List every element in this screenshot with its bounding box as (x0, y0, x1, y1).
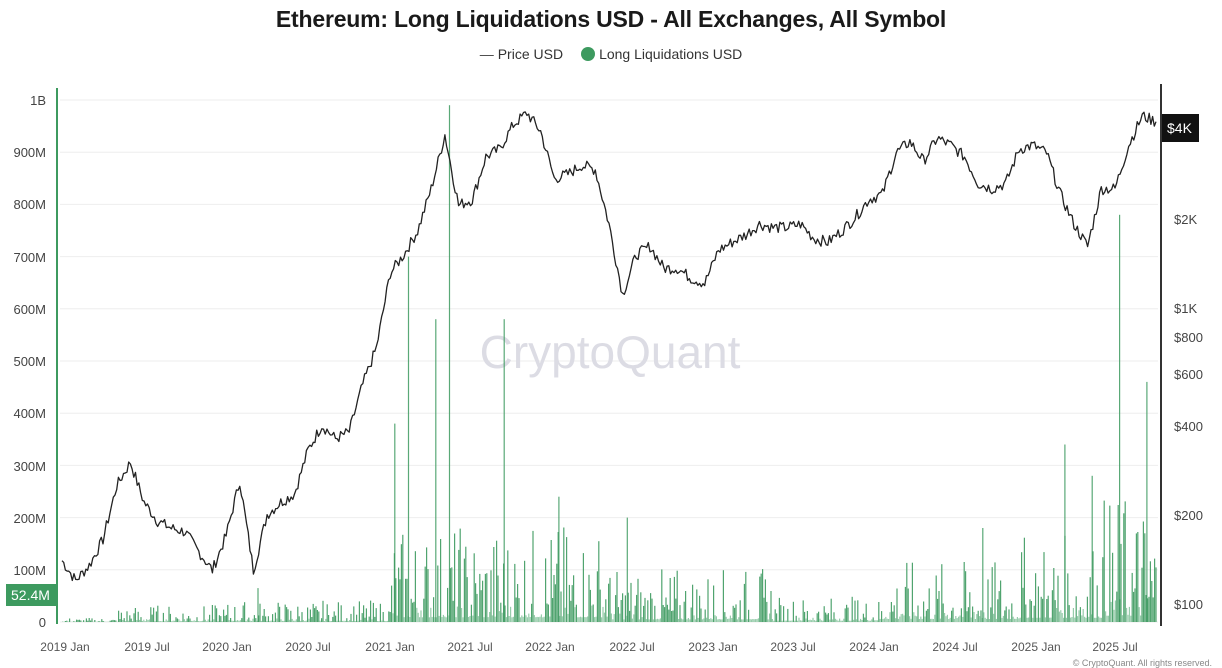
svg-text:2025 Jan: 2025 Jan (1011, 640, 1060, 654)
x-axis-labels: 2019 Jan 2019 Jul 2020 Jan 2020 Jul 2021… (40, 640, 1137, 654)
svg-text:100M: 100M (13, 563, 46, 578)
svg-text:600M: 600M (13, 302, 46, 317)
svg-text:300M: 300M (13, 459, 46, 474)
copyright-notice: © CryptoQuant. All rights reserved. (1073, 658, 1212, 668)
svg-text:2023 Jul: 2023 Jul (770, 640, 815, 654)
svg-text:1B: 1B (30, 93, 46, 108)
svg-text:2021 Jul: 2021 Jul (447, 640, 492, 654)
left-axis-labels: 1B 900M 800M 700M 600M 500M 400M 300M 20… (13, 93, 46, 630)
svg-text:$2K: $2K (1174, 212, 1197, 227)
svg-text:2019 Jan: 2019 Jan (40, 640, 89, 654)
svg-text:$200: $200 (1174, 508, 1203, 523)
svg-text:2021 Jan: 2021 Jan (365, 640, 414, 654)
svg-text:800M: 800M (13, 197, 46, 212)
current-price-badge: $4K (1162, 114, 1199, 142)
svg-text:$1K: $1K (1174, 301, 1197, 316)
svg-text:$800: $800 (1174, 330, 1203, 345)
right-axis-labels: $2K $1K $800 $600 $400 $200 $100 (1174, 212, 1203, 612)
svg-text:2023 Jan: 2023 Jan (688, 640, 737, 654)
svg-text:700M: 700M (13, 250, 46, 265)
svg-text:2024 Jul: 2024 Jul (932, 640, 977, 654)
svg-text:2025 Jul: 2025 Jul (1092, 640, 1137, 654)
svg-text:200M: 200M (13, 511, 46, 526)
svg-text:900M: 900M (13, 145, 46, 160)
svg-text:2022 Jul: 2022 Jul (609, 640, 654, 654)
svg-text:2020 Jan: 2020 Jan (202, 640, 251, 654)
svg-text:$100: $100 (1174, 597, 1203, 612)
svg-text:$400: $400 (1174, 419, 1203, 434)
current-liquidation-badge: 52.4M (6, 584, 57, 606)
svg-text:500M: 500M (13, 354, 46, 369)
svg-text:2022 Jan: 2022 Jan (525, 640, 574, 654)
svg-text:2020 Jul: 2020 Jul (285, 640, 330, 654)
svg-text:2024 Jan: 2024 Jan (849, 640, 898, 654)
svg-text:$600: $600 (1174, 367, 1203, 382)
svg-text:2019 Jul: 2019 Jul (124, 640, 169, 654)
svg-text:0: 0 (39, 615, 46, 630)
watermark: CryptoQuant (480, 326, 741, 378)
svg-text:400M: 400M (13, 406, 46, 421)
